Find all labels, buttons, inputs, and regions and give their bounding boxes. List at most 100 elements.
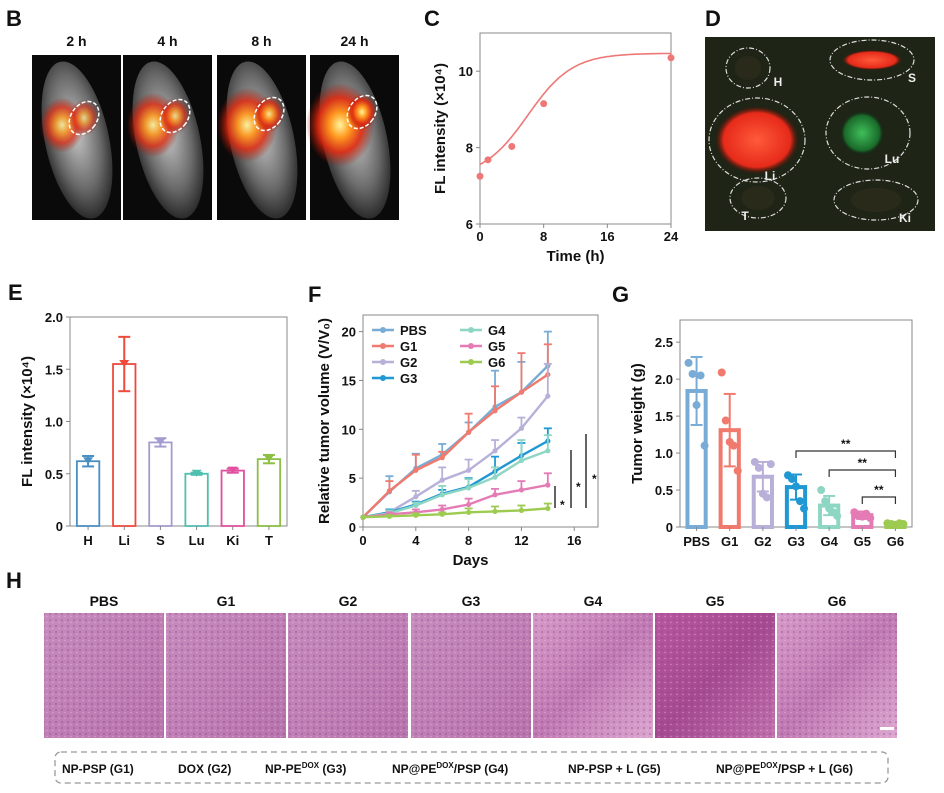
legend-marker [380, 375, 386, 381]
organ-outline [729, 177, 787, 219]
y-tick-label: 15 [342, 373, 356, 388]
panel-label: C [424, 6, 440, 31]
y-tick-label: 6 [466, 217, 473, 232]
data-point [684, 358, 693, 367]
bar [75, 460, 101, 527]
series-line [362, 449, 549, 519]
data-marker [492, 474, 498, 480]
bar [220, 469, 245, 527]
he-stain-texture [288, 613, 408, 738]
series-line [362, 483, 549, 519]
panel-h: H PBS G1 G2 G3 G4 G5 G6 NP-PSP (G1) DOX (G2) NP-P… [6, 568, 897, 784]
timepoint-title: 2 h [66, 33, 86, 49]
x-tick-label: T [265, 533, 273, 548]
y-tick-label: 2.0 [45, 310, 63, 325]
x-tick-label: G5 [854, 534, 871, 549]
legend-text: NP-PE [265, 762, 302, 776]
legend-marker [468, 343, 474, 349]
group-title: G6 [828, 593, 847, 609]
data-marker [466, 501, 472, 508]
x-tick-label: G3 [787, 534, 804, 549]
data-point [227, 466, 238, 474]
data-point [540, 100, 548, 108]
data-marker [492, 408, 498, 414]
data-marker [518, 425, 525, 431]
series-line [362, 364, 549, 519]
x-tick-label: 24 [664, 229, 679, 244]
x-tick-label: 12 [514, 533, 528, 548]
bar [148, 441, 173, 527]
data-point [191, 469, 202, 477]
legend-label: G2 [400, 355, 417, 370]
panel-label: B [6, 6, 22, 31]
organ-signal [734, 56, 762, 80]
treatment-legend-item: NP-PEDOX (G3) [265, 761, 346, 776]
organ-label: Lu [885, 152, 900, 166]
tumor-outline [159, 98, 191, 134]
treatment-legend-item: NP-PSP + L (G5) [568, 762, 661, 776]
data-point [866, 514, 875, 523]
x-tick-label: G6 [887, 534, 904, 549]
legend-label: G5 [488, 339, 505, 354]
data-marker [466, 429, 472, 435]
legend-superscript: DOX [436, 761, 454, 770]
y-axis-label: FL intensity (×10⁴) [432, 63, 449, 194]
x-tick-label: PBS [683, 534, 710, 549]
panel-label: F [308, 282, 321, 307]
data-point [788, 474, 796, 483]
organ-signal [850, 188, 902, 212]
legend-label: G4 [488, 323, 506, 338]
data-marker [466, 509, 472, 515]
he-stain-texture [655, 613, 775, 738]
legend-marker [380, 327, 386, 333]
panel-g: G 0 0.5 1.0 1.5 2.0 2.5 Tumor weight (g) PBS G1 G… [612, 282, 913, 549]
legend-text: NP@PE [392, 762, 436, 776]
series-line [362, 507, 548, 519]
tumor-outline [346, 94, 378, 130]
tumor-outline [68, 100, 100, 136]
data-marker [545, 393, 551, 399]
data-marker [518, 389, 525, 395]
organ-label: T [741, 209, 749, 223]
data-point [792, 482, 800, 491]
organ-label: H [774, 75, 783, 89]
data-point [750, 457, 759, 466]
data-marker [492, 492, 498, 498]
data-marker [545, 505, 551, 512]
group-title: G3 [462, 593, 481, 609]
data-marker [545, 482, 551, 488]
he-stain-texture [777, 613, 897, 738]
y-tick-label: 0.5 [655, 483, 673, 498]
y-tick-label: 1.0 [45, 415, 63, 430]
y-tick-label: 0 [666, 520, 673, 535]
organ-label: Li [765, 169, 776, 183]
data-marker [439, 477, 445, 483]
data-marker [439, 506, 445, 513]
significance-bracket [861, 496, 897, 504]
y-tick-label: 2.0 [655, 372, 673, 387]
treatment-legend-item: NP@PEDOX/PSP (G4) [392, 761, 508, 776]
organ-outline [829, 39, 915, 81]
legend-text: (G3) [319, 762, 346, 776]
organ-signal [715, 106, 799, 174]
timepoint-title: 24 h [340, 33, 368, 49]
legend-box [54, 751, 889, 784]
timepoint-title: 8 h [251, 33, 271, 49]
data-point [508, 142, 516, 150]
treatment-legend-item: DOX (G2) [178, 762, 231, 776]
data-marker [466, 485, 472, 491]
data-marker [413, 494, 419, 500]
significance-bracket [795, 450, 897, 458]
scale-bar [880, 727, 894, 730]
x-tick-label: Li [118, 533, 130, 548]
y-tick-label: 5 [349, 471, 356, 486]
group-title: G1 [217, 593, 236, 609]
data-marker [518, 507, 525, 513]
legend-superscript: DOX [302, 761, 320, 770]
data-marker [545, 448, 551, 454]
data-point [817, 486, 826, 495]
organ-label: Ki [899, 211, 911, 225]
data-point [263, 455, 274, 463]
tumor-signal [160, 98, 190, 134]
panel-f: F 0 4 8 12 16 0 5 10 15 20 Days Relative tumor volu… [308, 282, 599, 569]
